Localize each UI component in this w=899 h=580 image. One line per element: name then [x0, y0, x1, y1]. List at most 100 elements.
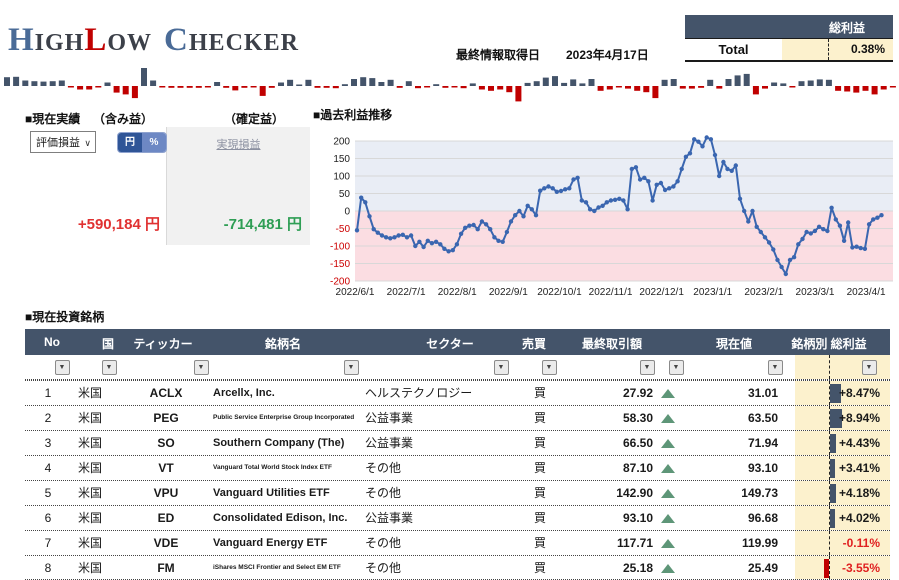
x-axis-tick: 2023/1/1: [693, 287, 732, 298]
sector-cell: ヘルステクノロジー: [365, 386, 473, 400]
logo-letter: H: [8, 22, 35, 58]
current-price-cell: 63.50: [747, 411, 778, 425]
data-point: [500, 239, 505, 244]
filter-dropdown-button[interactable]: ▼: [54, 360, 70, 375]
sparkline-bar: [716, 86, 723, 89]
filter-dropdown-button[interactable]: ▼: [493, 360, 509, 375]
data-point: [779, 264, 784, 270]
realized-pl-link[interactable]: 実現損益: [216, 139, 261, 151]
sparkline-bar: [688, 86, 695, 89]
sparkline-bar: [250, 86, 257, 88]
sparkline-bar: [698, 86, 705, 88]
filter-dropdown-button[interactable]: ▼: [668, 360, 684, 375]
data-point: [875, 215, 880, 220]
data-point: [463, 225, 468, 230]
row-number: 3: [44, 436, 52, 450]
yen-toggle-button[interactable]: 円: [118, 133, 142, 152]
sparkline-bar: [77, 86, 84, 90]
profit-cell-background: [795, 481, 890, 505]
profit-percent: +4.18%: [838, 486, 880, 500]
data-point: [825, 228, 830, 234]
profit-percent: +8.94%: [838, 411, 880, 425]
data-point: [579, 198, 584, 203]
sparkline-bar: [570, 79, 577, 86]
data-point: [758, 229, 763, 235]
sparkline-bar: [606, 86, 613, 90]
data-point: [396, 233, 401, 238]
sparkline-bar: [141, 68, 147, 86]
sparkline-bar: [195, 86, 202, 88]
data-point: [704, 135, 709, 140]
country-cell: 米国: [77, 486, 102, 500]
data-point: [571, 177, 576, 182]
current-price-cell: 93.10: [747, 461, 778, 475]
data-point: [442, 246, 447, 251]
data-point: [675, 179, 680, 184]
country-cell: 米国: [77, 411, 102, 425]
sparkline-bar: [424, 86, 431, 88]
logo-letter: L: [84, 22, 108, 58]
triangle-down-icon: ▼: [105, 364, 113, 371]
filter-dropdown-button[interactable]: ▼: [101, 360, 117, 375]
profit-zero-axis: [829, 531, 830, 555]
sparkline-bar: [889, 86, 896, 88]
pl-mode-select[interactable]: 評価損益 ∨: [30, 131, 96, 153]
sparkline-bar: [707, 79, 714, 86]
percent-toggle-button[interactable]: %: [142, 133, 166, 152]
profit-cell-background: [795, 556, 890, 579]
data-point: [467, 223, 472, 228]
profit-cell-background: [795, 531, 890, 555]
trade-side-cell: 買: [533, 386, 546, 400]
profit-percent: +4.02%: [838, 511, 880, 525]
data-point: [404, 235, 410, 240]
profit-zero-axis: [829, 381, 830, 405]
sparkline-bar: [40, 81, 47, 86]
filter-dropdown-button[interactable]: ▼: [861, 360, 877, 375]
filter-dropdown-button[interactable]: ▼: [343, 360, 359, 375]
data-point: [612, 197, 618, 202]
stock-name-cell: iShares MSCI Frontier and Select EM ETF: [213, 564, 341, 571]
sparkline-bar: [844, 86, 851, 92]
column-header-現在値: 現在値: [715, 337, 753, 351]
data-point: [488, 227, 493, 232]
sparkline-bar: [880, 86, 887, 90]
data-point: [513, 213, 518, 218]
column-header-銘柄別 総利益: 銘柄別 総利益: [791, 337, 867, 351]
data-point: [538, 188, 543, 193]
last-price-cell: 58.30: [622, 411, 653, 425]
data-point: [633, 165, 639, 170]
filter-dropdown-button[interactable]: ▼: [541, 360, 557, 375]
profit-cell-background: [795, 406, 890, 430]
table-row: 2 米国 PEG Public Service Enterprise Group In…: [25, 405, 890, 430]
sparkline-bar: [442, 86, 449, 88]
up-triangle-icon: [661, 489, 675, 498]
x-axis-tick: 2022/11/1: [589, 287, 633, 298]
sparkline-bar: [469, 83, 476, 86]
current-price-cell: 71.94: [747, 436, 778, 450]
filter-dropdown-button[interactable]: ▼: [639, 360, 655, 375]
current-price-cell: 31.01: [747, 386, 778, 400]
data-point: [658, 180, 664, 186]
data-point: [417, 239, 422, 244]
data-point: [712, 152, 718, 158]
y-axis-tick: -200: [330, 277, 350, 288]
filter-dropdown-button[interactable]: ▼: [767, 360, 783, 375]
data-point: [846, 220, 851, 225]
sparkline-bar: [615, 86, 622, 88]
filter-dropdown-button[interactable]: ▼: [193, 360, 209, 375]
sector-cell: 公益事業: [365, 511, 414, 525]
data-point: [450, 248, 455, 253]
row-number: 8: [44, 561, 52, 575]
sparkline-bar: [113, 86, 120, 93]
country-cell: 米国: [77, 386, 102, 400]
data-point: [812, 228, 818, 234]
sparkline-bar: [13, 76, 20, 86]
sparkline-bar: [588, 79, 595, 86]
data-point: [766, 240, 772, 245]
profit-zero-axis: [829, 556, 830, 579]
up-triangle-icon: [661, 381, 681, 406]
data-point: [471, 222, 476, 228]
data-point: [737, 196, 743, 201]
data-point: [525, 203, 530, 208]
sparkline-bar: [460, 86, 467, 89]
